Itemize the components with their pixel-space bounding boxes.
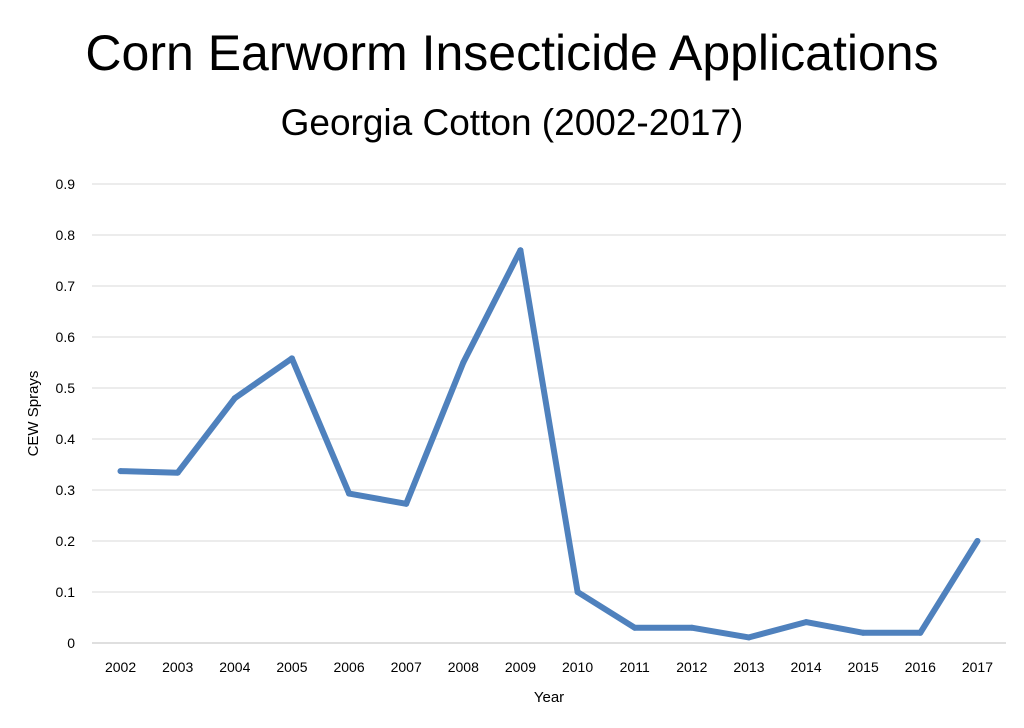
y-tick-label: 0.4: [56, 431, 76, 447]
x-tick-label: 2005: [276, 659, 307, 675]
data-point: [460, 359, 467, 366]
chart-title: Corn Earworm Insecticide Applications: [85, 25, 939, 81]
data-point: [517, 247, 524, 254]
y-axis-title: CEW Sprays: [25, 371, 42, 457]
x-axis-title: Year: [534, 689, 564, 706]
y-tick-label: 0.3: [56, 482, 76, 498]
x-tick-label: 2006: [333, 659, 364, 675]
data-point: [403, 500, 410, 507]
data-point: [745, 634, 752, 641]
chart-subtitle: Georgia Cotton (2002-2017): [280, 102, 744, 143]
data-point: [688, 624, 695, 631]
x-tick-label: 2017: [962, 659, 993, 675]
y-tick-label: 0.9: [56, 176, 76, 192]
x-tick-label: 2003: [162, 659, 193, 675]
y-tick-label: 0.5: [56, 380, 76, 396]
x-tick-label: 2013: [733, 659, 764, 675]
x-tick-label: 2008: [448, 659, 479, 675]
data-point: [346, 490, 353, 497]
x-tick-label: 2011: [620, 659, 650, 675]
data-point: [917, 629, 924, 636]
x-tick-label: 2014: [790, 659, 821, 675]
data-point: [803, 619, 810, 626]
data-point: [174, 469, 181, 476]
y-tick-label: 0.8: [56, 227, 76, 243]
x-tick-label: 2010: [562, 659, 593, 675]
x-tick-label: 2012: [676, 659, 707, 675]
data-point: [974, 538, 981, 544]
x-tick-label: 2009: [505, 659, 536, 675]
data-point: [631, 624, 638, 631]
data-point: [231, 395, 238, 402]
y-tick-label: 0.7: [56, 278, 76, 294]
x-tick-label: 2016: [905, 659, 936, 675]
y-tick-label: 0.6: [56, 329, 76, 345]
data-point: [860, 629, 867, 636]
data-point: [117, 468, 124, 475]
data-point: [574, 589, 581, 595]
x-tick-label: 2004: [219, 659, 250, 675]
x-tick-label: 2015: [848, 659, 879, 675]
y-tick-label: 0: [67, 635, 75, 651]
x-tick-label: 2007: [391, 659, 422, 675]
y-tick-label: 0.1: [56, 584, 76, 600]
series-line: [117, 247, 981, 641]
data-point: [288, 355, 295, 362]
y-tick-label: 0.2: [56, 533, 76, 549]
x-tick-label: 2002: [105, 659, 136, 675]
